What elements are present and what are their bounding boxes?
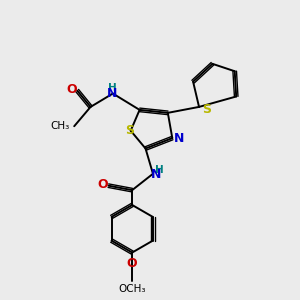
Text: S: S [125, 124, 134, 137]
Text: OCH₃: OCH₃ [118, 284, 146, 294]
Text: S: S [202, 103, 211, 116]
Text: N: N [107, 87, 117, 100]
Text: H: H [155, 165, 164, 175]
Text: H: H [108, 83, 117, 93]
Text: O: O [97, 178, 108, 191]
Text: N: N [152, 168, 162, 181]
Text: O: O [67, 83, 77, 97]
Text: CH₃: CH₃ [50, 121, 70, 131]
Text: N: N [174, 132, 184, 145]
Text: O: O [127, 257, 137, 270]
